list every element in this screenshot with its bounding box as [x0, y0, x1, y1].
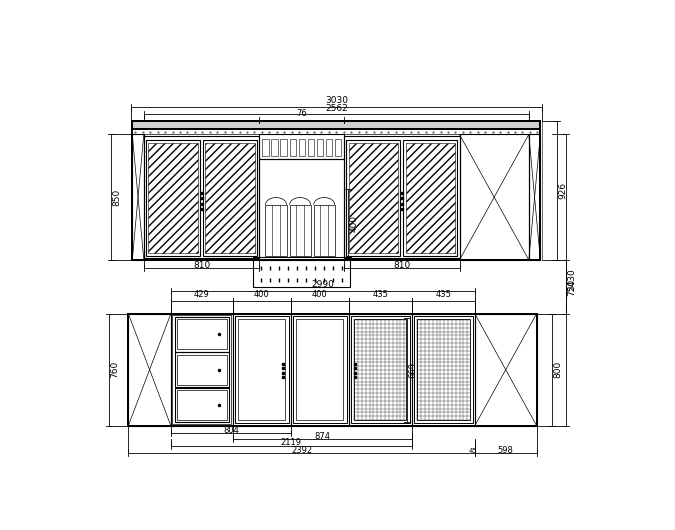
- Bar: [290, 205, 310, 256]
- Text: 804: 804: [223, 426, 239, 435]
- Text: 400: 400: [312, 290, 328, 299]
- Text: 3030: 3030: [325, 96, 348, 105]
- Bar: [417, 319, 470, 420]
- Bar: [291, 314, 349, 426]
- Bar: [317, 139, 323, 156]
- Bar: [233, 314, 291, 426]
- Bar: [265, 205, 286, 256]
- Text: 810: 810: [393, 261, 410, 270]
- Text: 2392: 2392: [291, 446, 313, 455]
- Bar: [529, 135, 541, 260]
- Text: 400: 400: [254, 290, 270, 299]
- Text: 760: 760: [111, 361, 119, 378]
- Text: 800: 800: [554, 361, 562, 378]
- Bar: [259, 159, 344, 260]
- Bar: [132, 129, 541, 135]
- Text: 429: 429: [194, 290, 210, 299]
- Text: 76: 76: [296, 109, 307, 118]
- Bar: [132, 135, 144, 260]
- Bar: [349, 314, 412, 426]
- Bar: [259, 135, 344, 159]
- Bar: [175, 388, 229, 422]
- Text: 926: 926: [559, 182, 568, 199]
- Text: 2990: 2990: [311, 280, 334, 289]
- Bar: [144, 136, 259, 259]
- Bar: [132, 121, 541, 260]
- Bar: [281, 139, 287, 156]
- Bar: [128, 314, 171, 426]
- Bar: [344, 136, 460, 259]
- Bar: [177, 319, 227, 349]
- Bar: [128, 314, 537, 426]
- Bar: [235, 316, 289, 423]
- Bar: [293, 316, 346, 423]
- Bar: [326, 139, 332, 156]
- Text: 874: 874: [315, 432, 330, 441]
- Text: 598: 598: [497, 446, 514, 455]
- Bar: [253, 257, 350, 287]
- Bar: [177, 390, 227, 420]
- Text: 45: 45: [469, 448, 478, 454]
- Bar: [406, 143, 455, 253]
- Text: 2430: 2430: [567, 269, 576, 292]
- Bar: [314, 205, 335, 256]
- Bar: [175, 352, 229, 387]
- Bar: [475, 314, 537, 426]
- Bar: [203, 140, 257, 256]
- Bar: [171, 314, 233, 426]
- Bar: [414, 316, 472, 423]
- Text: 669: 669: [409, 361, 418, 378]
- Bar: [290, 139, 296, 156]
- Bar: [132, 121, 541, 129]
- Text: 750: 750: [567, 278, 576, 296]
- Bar: [271, 139, 277, 156]
- Bar: [296, 319, 344, 420]
- Text: 2119: 2119: [281, 438, 302, 447]
- Bar: [460, 135, 529, 260]
- Bar: [346, 140, 400, 256]
- Bar: [354, 319, 406, 420]
- Bar: [298, 139, 304, 156]
- Bar: [205, 143, 254, 253]
- Text: 810: 810: [193, 261, 210, 270]
- Text: 435: 435: [435, 290, 452, 299]
- Text: 850: 850: [112, 189, 122, 206]
- Text: 400: 400: [350, 215, 358, 232]
- Text: 435: 435: [373, 290, 388, 299]
- Bar: [146, 140, 200, 256]
- Bar: [148, 143, 198, 253]
- Bar: [348, 143, 398, 253]
- Bar: [351, 316, 410, 423]
- Bar: [335, 139, 341, 156]
- Bar: [403, 140, 457, 256]
- Bar: [172, 315, 232, 424]
- Bar: [412, 314, 475, 426]
- Bar: [175, 317, 229, 351]
- Bar: [177, 355, 227, 385]
- Bar: [308, 139, 314, 156]
- Text: 2562: 2562: [325, 104, 348, 113]
- Bar: [238, 319, 286, 420]
- Bar: [263, 139, 269, 156]
